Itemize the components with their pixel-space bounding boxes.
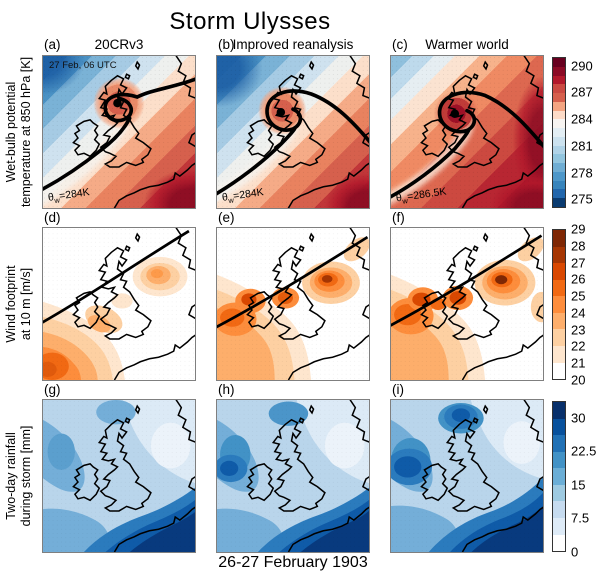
panel-label-a: (a)	[44, 37, 61, 52]
panel-d-map-wind-20crv3	[42, 227, 196, 381]
panel-f-map-wind-warmer	[390, 227, 544, 381]
storm-track-line	[391, 234, 543, 327]
colorbar-wind-ticks: 29 28 27 26 25 24 23 22 21 20	[571, 221, 586, 388]
panel-label-f: (f)	[392, 210, 405, 225]
colorbar-rainfall	[552, 401, 566, 552]
colorbar-rainfall-ticks: 30 22.5 15 7.5 0	[571, 410, 597, 560]
panel-e-map-wind-improved	[216, 227, 370, 381]
panel-label-g: (g)	[44, 382, 61, 397]
row3-ylabel: Two-day rainfall during storm [mm]	[4, 425, 33, 527]
column-title-20crv3: 20CRv3	[94, 37, 144, 52]
column-title-improved-reanalysis: Improved reanalysis	[232, 37, 354, 52]
storm-track-line	[217, 235, 369, 329]
figure-title: Storm Ulysses	[169, 8, 331, 35]
panel-a-map-theta-20crv3: 27 Feb, 06 UTC θw=284K	[42, 55, 196, 209]
panel-c-map-theta-warmer: θw=286.5K	[390, 55, 544, 209]
panel-h-map-rain-improved	[216, 399, 370, 553]
storm-centre-dot	[276, 107, 286, 117]
panel-label-h: (h)	[218, 382, 235, 397]
storm-track-line	[43, 229, 190, 324]
panel-label-d: (d)	[44, 210, 61, 225]
theta-contour-b	[217, 89, 369, 196]
panel-label-i: (i)	[392, 382, 404, 397]
storm-centre-dot	[113, 98, 122, 108]
theta-contour-c	[391, 90, 543, 199]
colorbar-temperature	[552, 57, 566, 208]
panel-g-map-rain-20crv3	[42, 399, 196, 553]
panel-b-map-theta-improved: θw=284K	[216, 55, 370, 209]
panel-label-b: (b)	[218, 37, 235, 52]
panel-i-map-rain-warmer	[390, 399, 544, 553]
theta-contour-a	[43, 77, 195, 192]
datetime-annotation: 27 Feb, 06 UTC	[49, 60, 117, 71]
row1-ylabel: Wet-bulb potential temperature at 850 hPa…	[4, 56, 33, 208]
colorbar-temperature-ticks: 290 287 284 281 278 275	[571, 58, 593, 207]
colorbar-wind	[552, 229, 566, 380]
figure-caption: 26-27 February 1903	[218, 554, 368, 571]
row2-ylabel: Wind footprint at 10 m [m/s]	[4, 265, 33, 343]
panel-label-e: (e)	[218, 210, 235, 225]
storm-centre-dot	[450, 109, 460, 119]
panel-label-c: (c)	[392, 37, 408, 52]
column-title-warmer-world: Warmer world	[425, 37, 509, 52]
